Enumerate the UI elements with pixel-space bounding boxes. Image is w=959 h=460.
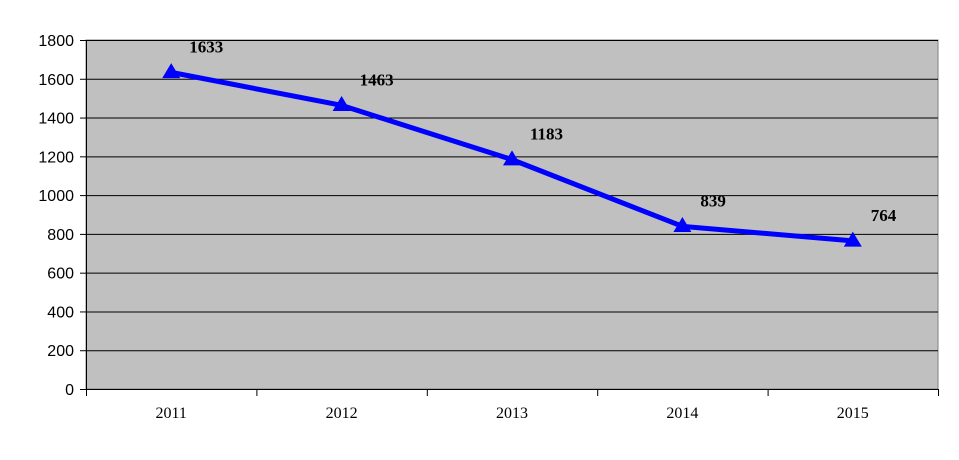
data-label: 764 — [871, 206, 897, 225]
y-tick-label: 1200 — [38, 149, 74, 166]
y-tick-label: 0 — [65, 382, 74, 399]
data-point-marker — [503, 150, 521, 166]
y-tick-label: 600 — [47, 266, 74, 283]
y-tick-label: 1400 — [38, 111, 74, 128]
plot-area — [85, 39, 939, 390]
data-point-marker — [843, 231, 862, 247]
data-point-marker — [673, 217, 692, 233]
x-tick-label: 2015 — [837, 405, 869, 422]
x-tick-label: 2013 — [496, 405, 528, 422]
x-tick-label: 2014 — [666, 405, 698, 422]
data-point-marker — [332, 96, 351, 112]
y-tick-label: 200 — [47, 343, 74, 360]
x-tick-label: 2011 — [155, 405, 186, 422]
y-tick-label: 400 — [47, 304, 74, 321]
data-label: 1463 — [360, 70, 394, 89]
y-tick-label: 800 — [47, 227, 74, 244]
y-tick-label: 1000 — [38, 188, 74, 205]
data-label: 839 — [700, 191, 726, 210]
y-tick-label: 1600 — [38, 72, 74, 89]
data-label: 1633 — [189, 37, 223, 56]
y-tick-label: 1800 — [38, 33, 74, 50]
x-tick-label: 2012 — [326, 405, 358, 422]
data-label: 1183 — [530, 125, 563, 144]
data-point-marker — [162, 63, 181, 79]
